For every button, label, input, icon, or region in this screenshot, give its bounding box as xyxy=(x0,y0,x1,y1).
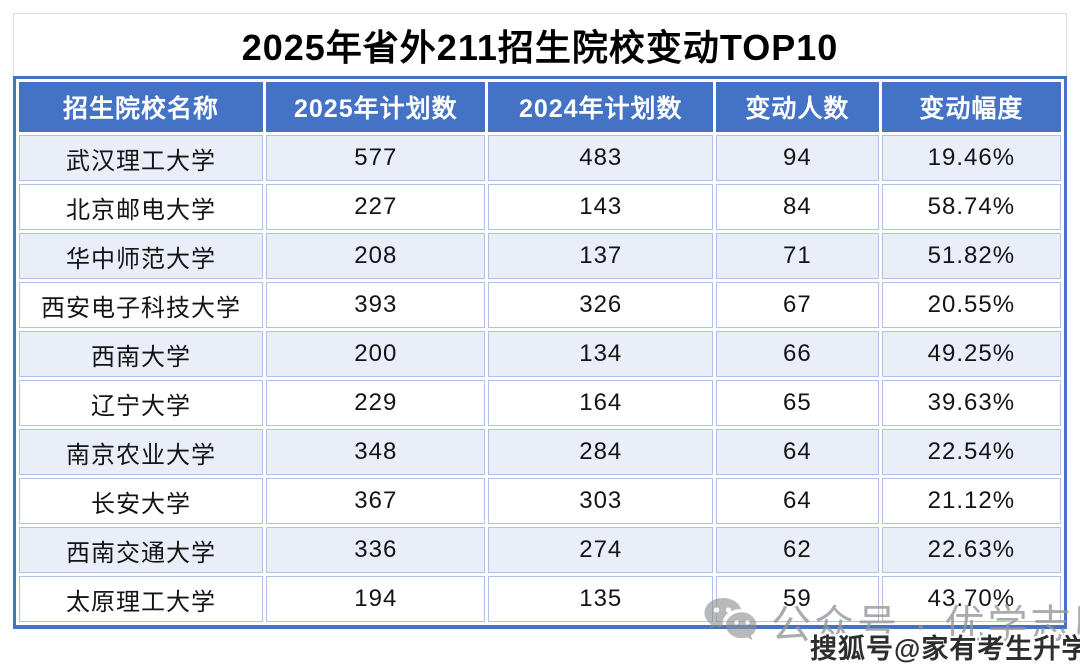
table-row: 南京农业大学 348 284 64 22.54% xyxy=(19,429,1061,475)
cell-plan-2025: 348 xyxy=(266,429,486,475)
table-row: 西南交通大学 336 274 62 22.63% xyxy=(19,527,1061,573)
table-row: 武汉理工大学 577 483 94 19.46% xyxy=(19,135,1061,181)
sohu-watermark-text: 搜狐号@家有考生升学帮 xyxy=(810,634,1080,664)
cell-change-count: 94 xyxy=(716,135,879,181)
cell-change-percent: 39.63% xyxy=(881,380,1061,426)
cell-change-count: 59 xyxy=(716,576,879,622)
cell-change-percent: 43.70% xyxy=(881,576,1061,622)
table-figure: 2025年省外211招生院校变动TOP10 招生院校名称 2025年计划数 2024… xyxy=(13,13,1067,629)
cell-plan-2025: 194 xyxy=(266,576,486,622)
cell-school-name: 长安大学 xyxy=(19,478,264,524)
cell-change-percent: 19.46% xyxy=(881,135,1061,181)
cell-plan-2025: 208 xyxy=(266,233,486,279)
cell-change-count: 67 xyxy=(716,282,879,328)
cell-school-name: 北京邮电大学 xyxy=(19,184,264,230)
cell-plan-2025: 367 xyxy=(266,478,486,524)
cell-plan-2024: 483 xyxy=(488,135,714,181)
cell-plan-2025: 229 xyxy=(266,380,486,426)
cell-school-name: 辽宁大学 xyxy=(19,380,264,426)
page-title: 2025年省外211招生院校变动TOP10 xyxy=(241,27,839,68)
cell-plan-2025: 393 xyxy=(266,282,486,328)
cell-plan-2024: 303 xyxy=(488,478,714,524)
cell-change-count: 62 xyxy=(716,527,879,573)
cell-plan-2024: 134 xyxy=(488,331,714,377)
cell-plan-2024: 284 xyxy=(488,429,714,475)
table-row: 太原理工大学 194 135 59 43.70% xyxy=(19,576,1061,622)
cell-change-percent: 22.54% xyxy=(881,429,1061,475)
cell-change-count: 66 xyxy=(716,331,879,377)
table-row: 北京邮电大学 227 143 84 58.74% xyxy=(19,184,1061,230)
table-container: 招生院校名称 2025年计划数 2024年计划数 变动人数 变动幅度 武汉理工大学 577… xyxy=(13,76,1067,629)
table-row: 西南大学 200 134 66 49.25% xyxy=(19,331,1061,377)
column-header: 招生院校名称 xyxy=(19,82,264,132)
cell-change-percent: 49.25% xyxy=(881,331,1061,377)
cell-plan-2024: 137 xyxy=(488,233,714,279)
cell-change-percent: 20.55% xyxy=(881,282,1061,328)
cell-change-count: 84 xyxy=(716,184,879,230)
cell-change-percent: 51.82% xyxy=(881,233,1061,279)
cell-plan-2024: 143 xyxy=(488,184,714,230)
cell-school-name: 西南大学 xyxy=(19,331,264,377)
cell-change-percent: 58.74% xyxy=(881,184,1061,230)
cell-plan-2024: 274 xyxy=(488,527,714,573)
table-row: 华中师范大学 208 137 71 51.82% xyxy=(19,233,1061,279)
cell-change-count: 71 xyxy=(716,233,879,279)
cell-plan-2024: 326 xyxy=(488,282,714,328)
cell-plan-2025: 227 xyxy=(266,184,486,230)
cell-plan-2025: 200 xyxy=(266,331,486,377)
cell-change-count: 65 xyxy=(716,380,879,426)
cell-change-count: 64 xyxy=(716,429,879,475)
cell-school-name: 西南交通大学 xyxy=(19,527,264,573)
cell-plan-2025: 577 xyxy=(266,135,486,181)
column-header: 变动人数 xyxy=(716,82,879,132)
cell-change-count: 64 xyxy=(716,478,879,524)
column-header: 2024年计划数 xyxy=(488,82,714,132)
cell-plan-2024: 164 xyxy=(488,380,714,426)
cell-change-percent: 21.12% xyxy=(881,478,1061,524)
cell-change-percent: 22.63% xyxy=(881,527,1061,573)
table-row: 辽宁大学 229 164 65 39.63% xyxy=(19,380,1061,426)
table-row: 长安大学 367 303 64 21.12% xyxy=(19,478,1061,524)
cell-school-name: 西安电子科技大学 xyxy=(19,282,264,328)
cell-school-name: 太原理工大学 xyxy=(19,576,264,622)
column-header: 2025年计划数 xyxy=(266,82,486,132)
cell-school-name: 华中师范大学 xyxy=(19,233,264,279)
data-table: 招生院校名称 2025年计划数 2024年计划数 变动人数 变动幅度 武汉理工大学 577… xyxy=(16,79,1064,625)
cell-school-name: 武汉理工大学 xyxy=(19,135,264,181)
table-row: 西安电子科技大学 393 326 67 20.55% xyxy=(19,282,1061,328)
title-bar: 2025年省外211招生院校变动TOP10 xyxy=(13,13,1067,76)
cell-plan-2024: 135 xyxy=(488,576,714,622)
cell-school-name: 南京农业大学 xyxy=(19,429,264,475)
table-header-row: 招生院校名称 2025年计划数 2024年计划数 变动人数 变动幅度 xyxy=(19,82,1061,132)
column-header: 变动幅度 xyxy=(881,82,1061,132)
cell-plan-2025: 336 xyxy=(266,527,486,573)
